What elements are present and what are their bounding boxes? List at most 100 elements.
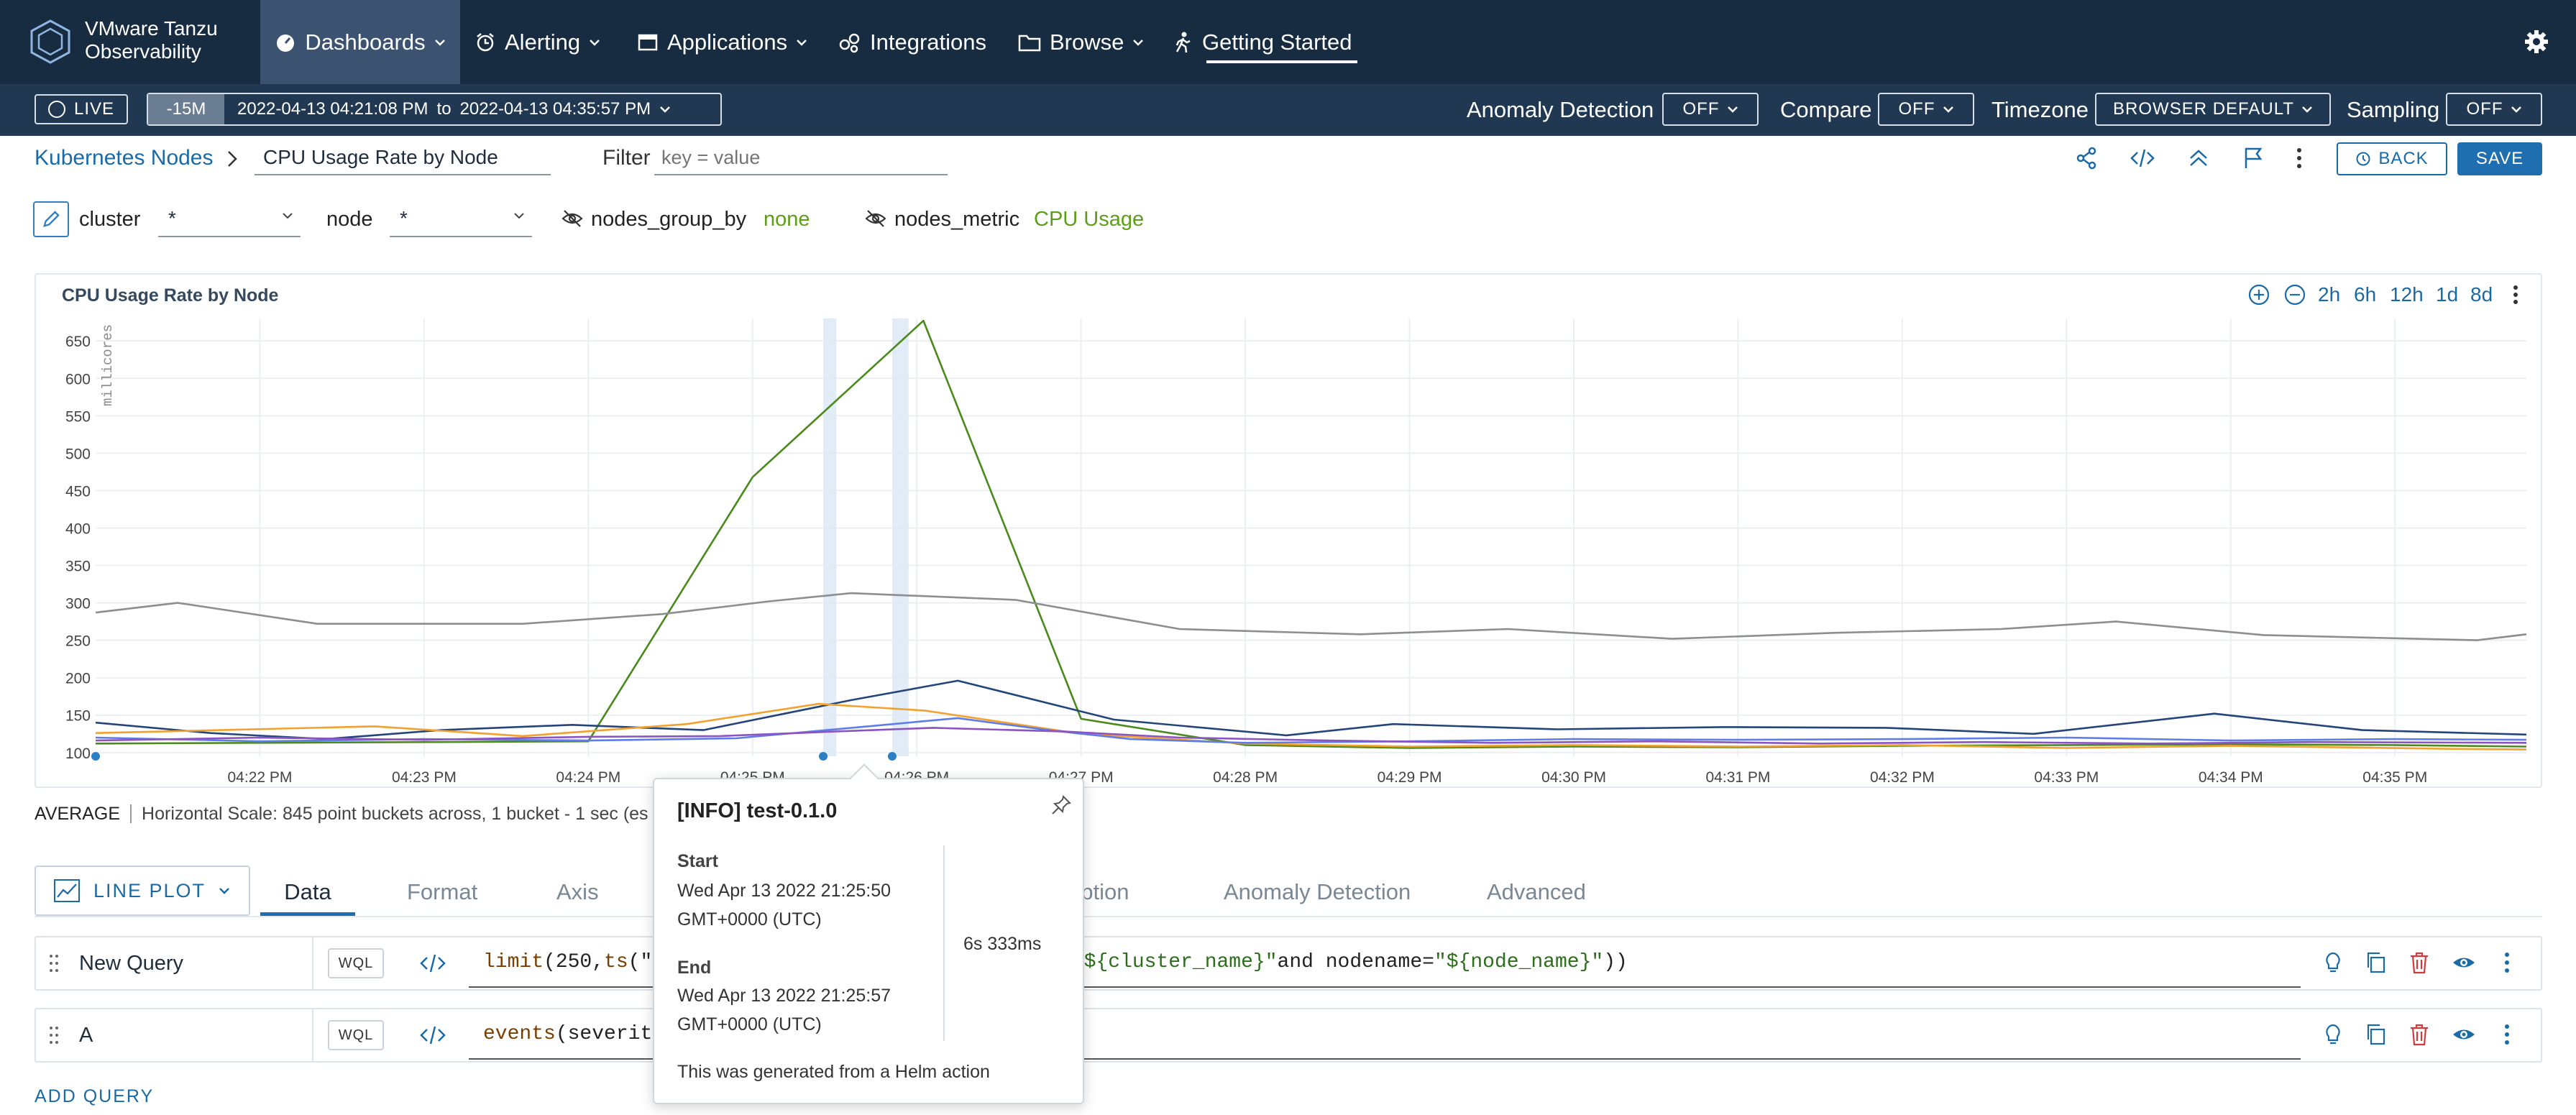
lightbulb-icon[interactable]	[2321, 1022, 2345, 1047]
wql-badge[interactable]: WQL	[328, 1020, 384, 1050]
more-vertical-icon[interactable]	[2495, 950, 2519, 975]
query-name[interactable]: New Query	[79, 951, 184, 975]
add-query-button[interactable]: ADD QUERY	[35, 1086, 155, 1106]
copy-icon[interactable]	[2364, 950, 2388, 975]
zoom-in-icon[interactable]	[2246, 282, 2272, 308]
query-text: (250,	[544, 950, 605, 973]
x-tick-label: 04:31 PM	[1706, 769, 1771, 786]
node-select[interactable]: *	[390, 201, 532, 237]
sampling-select[interactable]: OFF	[2446, 93, 2542, 126]
timezone-select[interactable]: BROWSER DEFAULT	[2095, 93, 2331, 126]
y-tick-label: 100	[65, 745, 91, 762]
compare-label: Compare	[1780, 97, 1872, 122]
lightbulb-icon[interactable]	[2321, 950, 2345, 975]
time-start: 2022-04-13 04:21:08 PM	[237, 99, 428, 119]
eye-icon[interactable]	[2452, 950, 2476, 975]
back-button[interactable]: BACK	[2337, 142, 2447, 175]
trash-icon[interactable]	[2407, 1022, 2431, 1047]
sampling-label: Sampling	[2347, 97, 2440, 122]
eye-off-icon[interactable]	[864, 207, 887, 230]
drag-handle-icon[interactable]	[47, 953, 60, 974]
query-text: (severity	[555, 1022, 665, 1045]
tanzu-logo-icon[interactable]	[29, 19, 72, 65]
flag-icon[interactable]	[2240, 145, 2266, 171]
nodes-metric-value[interactable]: CPU Usage	[1034, 207, 1145, 231]
x-tick-label: 04:30 PM	[1541, 769, 1606, 786]
code-icon[interactable]	[417, 1022, 449, 1048]
nav-applications[interactable]: Applications	[637, 0, 807, 84]
compare-select[interactable]: OFF	[1878, 93, 1974, 126]
chart-title: CPU Usage Rate by Node	[62, 285, 279, 306]
query-string: "${node_name}"	[1434, 950, 1604, 973]
cluster-value: *	[168, 207, 176, 229]
brand-name[interactable]: VMware Tanzu Observability	[85, 17, 218, 63]
nav-alerting[interactable]: Alerting	[475, 0, 600, 84]
horizontal-scale-text: Horizontal Scale: 845 point buckets acro…	[142, 803, 648, 824]
tab-format[interactable]: Format	[407, 879, 478, 904]
query-name[interactable]: A	[79, 1023, 93, 1047]
range-2h[interactable]: 2h	[2318, 283, 2341, 306]
query-fn-events: events	[483, 1022, 556, 1045]
chevron-down-icon	[2302, 106, 2312, 113]
nodes-group-by-value[interactable]: none	[764, 207, 810, 231]
live-button[interactable]: LIVE	[35, 94, 128, 124]
plot-type-label: LINE PLOT	[93, 879, 206, 901]
more-vertical-icon[interactable]	[2495, 1022, 2519, 1047]
tab-anomaly-detection[interactable]: Anomaly Detection	[1224, 879, 1411, 904]
zoom-out-icon[interactable]	[2282, 282, 2308, 308]
plot-type-dropdown[interactable]: LINE PLOT	[35, 866, 250, 916]
save-button[interactable]: SAVE	[2457, 142, 2542, 175]
nav-getting-started[interactable]: Getting Started	[1172, 0, 1352, 84]
time-end: 2022-04-13 04:35:57 PM	[459, 99, 651, 119]
range-6h[interactable]: 6h	[2354, 283, 2377, 306]
series-line-orange	[95, 702, 2527, 751]
drag-handle-icon[interactable]	[47, 1024, 60, 1046]
gear-icon[interactable]	[2524, 29, 2549, 55]
x-tick-label: 04:24 PM	[556, 769, 620, 786]
line-chart-icon	[54, 879, 80, 902]
chevron-down-icon	[1133, 39, 1144, 46]
code-icon[interactable]	[417, 950, 449, 976]
filter-input[interactable]	[654, 141, 948, 175]
event-marker	[819, 752, 828, 761]
copy-icon[interactable]	[2364, 1022, 2388, 1047]
range-1d[interactable]: 1d	[2436, 283, 2459, 306]
collapse-up-icon[interactable]	[2186, 145, 2211, 171]
nav-dashboards[interactable]: Dashboards	[260, 0, 460, 84]
tab-advanced[interactable]: Advanced	[1487, 879, 1586, 904]
anomaly-detection-value: OFF	[1682, 99, 1720, 119]
time-range-selector[interactable]: -15M 2022-04-13 04:21:08 PM to 2022-04-1…	[147, 93, 722, 126]
wql-badge[interactable]: WQL	[328, 948, 384, 978]
range-8d[interactable]: 8d	[2470, 283, 2493, 306]
time-range-text[interactable]: 2022-04-13 04:21:08 PM to 2022-04-13 04:…	[224, 94, 720, 124]
tabs-divider	[35, 916, 2542, 917]
code-icon[interactable]	[2130, 145, 2155, 171]
more-vertical-icon[interactable]	[2286, 145, 2312, 171]
breadcrumb-parent-link[interactable]: Kubernetes Nodes	[35, 146, 214, 170]
chart-panel	[35, 273, 2542, 788]
eye-off-icon[interactable]	[561, 207, 584, 230]
gauge-icon	[277, 34, 295, 52]
nav-getting-started-label: Getting Started	[1202, 29, 1352, 55]
nav-integrations[interactable]: Integrations	[838, 0, 986, 84]
nav-browse[interactable]: Browse	[1018, 0, 1144, 84]
y-tick-label: 600	[65, 371, 91, 387]
chevron-down-icon	[1943, 106, 1953, 113]
anomaly-detection-select[interactable]: OFF	[1662, 93, 1759, 126]
range-12h[interactable]: 12h	[2390, 283, 2424, 306]
x-tick-label: 04:34 PM	[2199, 769, 2263, 786]
pin-icon[interactable]	[1050, 794, 1073, 817]
eye-icon[interactable]	[2452, 1022, 2476, 1047]
series-line-blue	[95, 717, 2527, 744]
tab-data[interactable]: Data	[260, 871, 355, 916]
time-preset[interactable]: -15M	[148, 94, 224, 124]
trash-icon[interactable]	[2407, 950, 2431, 975]
chart-name-input[interactable]: CPU Usage Rate by Node	[255, 141, 551, 175]
cluster-select[interactable]: *	[158, 201, 301, 237]
x-tick-label: 04:33 PM	[2034, 769, 2099, 786]
more-vertical-icon[interactable]	[2508, 282, 2524, 308]
pencil-icon[interactable]	[33, 201, 69, 237]
tab-axis[interactable]: Axis	[556, 879, 599, 904]
share-icon[interactable]	[2073, 145, 2099, 171]
